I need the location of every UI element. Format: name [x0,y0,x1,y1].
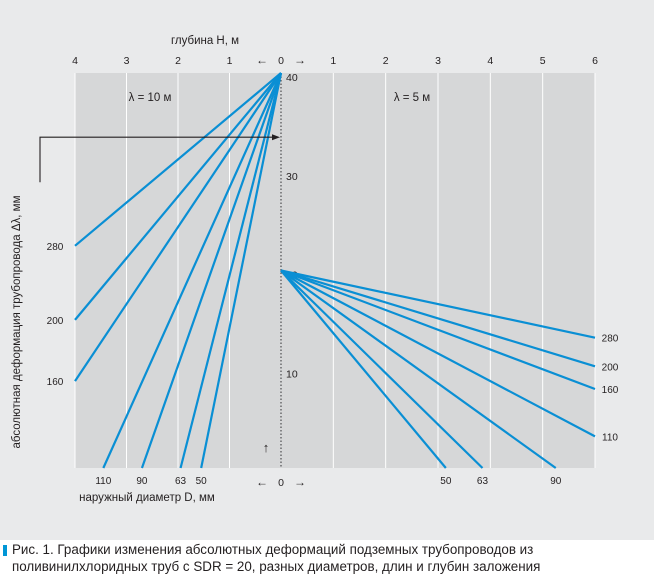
caption-marker [3,545,7,556]
bottom-label-left: 50 [196,476,208,487]
figure-caption: Рис. 1. Графики изменения абсолютных деф… [3,541,648,575]
panel-title-right: λ = 5 м [394,92,430,104]
arrow-left-top: ← [256,53,268,67]
left-edge-label: 160 [47,377,64,388]
right-edge-label: 160 [602,385,619,396]
bottom-tick-label-zero: 0 [278,477,284,489]
series-line-right [280,269,484,469]
y-tick-label: 10 [286,368,298,380]
top-tick-label: 2 [383,55,389,67]
series-line-left [140,72,283,469]
top-tick-label: 1 [227,55,233,67]
bottom-label-left: 63 [175,476,187,487]
top-tick-label: 5 [540,55,546,67]
series-line-left [102,72,283,469]
top-tick-label: 3 [435,55,441,67]
left-edge-label: 280 [47,242,64,253]
series-line-right [280,269,596,339]
top-tick-label: 4 [487,55,493,67]
panel-title-left: λ = 10 м [129,92,172,104]
top-tick-label: 6 [592,55,598,67]
bottom-label-right: 50 [440,476,452,487]
arrow-right-top: → [294,53,306,67]
y-tick-label: 40 [286,72,298,84]
left-edge-label: 200 [47,316,64,327]
bottom-label-right: 63 [477,476,489,487]
series-line-right [280,269,447,469]
bottom-label-left: 90 [136,476,148,487]
bottom-axis-label: наружный диаметр D, мм [79,492,215,504]
top-tick-label: 2 [175,55,181,67]
bottom-label-right: 90 [550,476,562,487]
series-line-left [200,72,283,469]
example-reading-arrowhead [272,134,280,141]
top-tick-label: 4 [72,55,78,67]
series-line-left [74,72,282,382]
arrow-left-bottom: ← [256,475,268,489]
y-tick-label: 30 [286,171,298,183]
caption-text: Рис. 1. Графики изменения абсолютных деф… [12,542,541,574]
series-line-right [280,269,596,438]
right-edge-label: 200 [602,362,619,373]
chart: глубина H, м43210123456←→40302010абсолют… [11,35,619,504]
y-axis-label: абсолютная деформация трубопровода Δλ, м… [11,195,23,448]
series-line-right [280,269,557,469]
series-line-left [179,72,283,469]
top-tick-label: 3 [124,55,130,67]
right-edge-label: 280 [602,334,619,345]
arrow-right-bottom: → [294,475,306,489]
series-line-left [74,72,282,321]
arrow-up: ↑ [263,440,270,455]
top-tick-label: 1 [330,55,336,67]
top-axis-label: глубина H, м [171,35,239,47]
plot-area [75,73,595,468]
series-line-right [280,269,596,368]
bottom-label-left: 110 [95,476,111,487]
top-tick-label-zero: 0 [278,55,284,67]
example-reading-line [39,136,275,183]
series-line-left [74,72,282,247]
right-edge-label: 110 [602,432,618,443]
series-line-right [280,269,596,391]
